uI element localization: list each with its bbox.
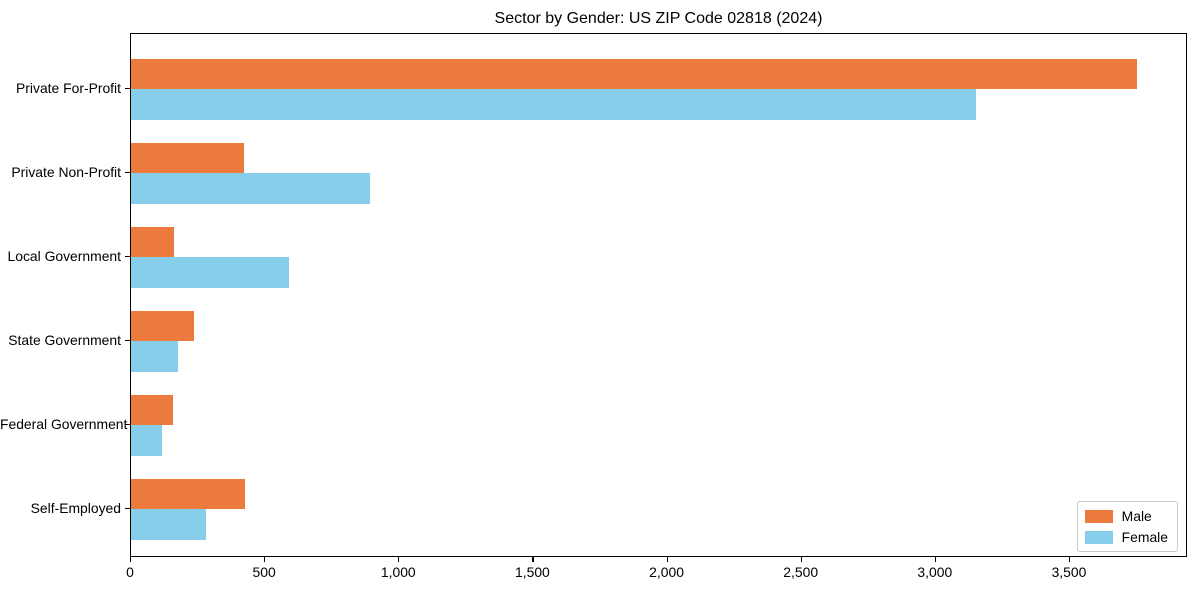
y-axis-label-self-employed: Self-Employed [30, 500, 121, 516]
x-tick [398, 557, 400, 562]
male-swatch-icon [1084, 509, 1113, 523]
bar-female-self-employed [131, 509, 207, 540]
y-tick [125, 424, 130, 426]
y-tick [125, 172, 130, 174]
x-tick [264, 557, 266, 562]
bar-female-federal-government [131, 425, 162, 456]
y-tick [125, 256, 130, 258]
y-tick [125, 88, 130, 90]
plot-area: Male Female [130, 33, 1187, 557]
x-tick [1068, 557, 1071, 562]
y-axis-label-private-for-profit: Private For-Profit [16, 80, 121, 96]
x-axis-tick-label: 500 [252, 564, 276, 580]
bar-male-private-for-profit [131, 58, 1138, 89]
x-tick [934, 557, 936, 562]
x-axis-tick-label: 2,500 [783, 564, 819, 580]
legend-item-female: Female [1084, 529, 1168, 545]
y-axis-label-federal-government: Federal Government [0, 416, 128, 432]
y-axis-label-private-non-profit: Private Non-Profit [11, 164, 121, 180]
bar-male-local-government [131, 226, 174, 257]
x-axis-tick-label: 2,000 [649, 564, 684, 580]
x-tick [800, 557, 802, 562]
bar-female-private-for-profit [131, 89, 977, 120]
x-axis-tick-label: 3,000 [917, 564, 953, 580]
x-axis-tick-label: 0 [126, 564, 134, 580]
legend: Male Female [1076, 501, 1178, 552]
y-axis-label-local-government: Local Government [7, 248, 122, 264]
y-tick [125, 508, 130, 510]
x-tick [532, 557, 534, 562]
bar-female-local-government [131, 257, 290, 288]
legend-label-female: Female [1121, 529, 1168, 545]
bar-female-private-non-profit [131, 173, 370, 204]
x-axis-tick-label: 3,500 [1051, 564, 1087, 580]
bar-male-self-employed [131, 478, 246, 509]
x-tick [666, 557, 668, 562]
female-swatch-icon [1084, 530, 1113, 544]
legend-label-male: Male [1121, 508, 1152, 524]
bar-male-private-non-profit [131, 142, 244, 173]
legend-item-male: Male [1084, 508, 1168, 524]
bar-male-state-government [131, 310, 195, 341]
bar-male-federal-government [131, 394, 173, 425]
y-axis-label-state-government: State Government [8, 332, 121, 348]
y-tick [125, 340, 130, 342]
chart-title: Sector by Gender: US ZIP Code 02818 (202… [494, 10, 823, 27]
x-axis-tick-label: 1,000 [380, 564, 416, 580]
x-tick [130, 557, 132, 562]
x-axis-tick-label: 1,500 [515, 564, 550, 580]
bar-female-state-government [131, 341, 178, 372]
